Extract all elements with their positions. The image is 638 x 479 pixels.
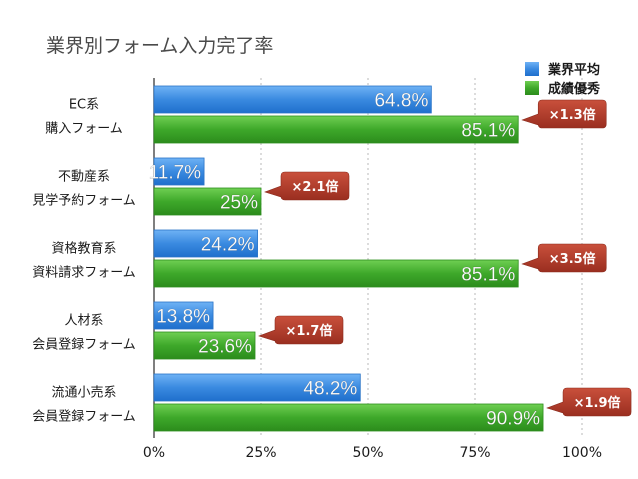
legend-label-average: 業界平均 xyxy=(547,62,600,78)
ratio-callout: ×2.1倍 xyxy=(264,171,350,201)
x-axis: 0% 25% 50% 75% 100% xyxy=(143,445,602,461)
value-label-average: 11.7% xyxy=(149,163,202,184)
x-tick-label: 0% xyxy=(143,445,165,461)
ratio-callout: ×1.7倍 xyxy=(258,315,344,345)
value-label-average: 64.8% xyxy=(374,91,428,112)
ratio-callout-text: ×2.1倍 xyxy=(292,179,339,195)
bar-average xyxy=(153,157,205,186)
ratio-callout-text: ×1.3倍 xyxy=(549,107,596,123)
category-label: 流通小売系会員登録フォーム xyxy=(32,385,136,425)
ratio-callout-bubble xyxy=(546,387,632,417)
legend-swatch-top xyxy=(525,81,539,95)
ratio-callout-text: ×1.9倍 xyxy=(574,395,621,411)
x-tick-label: 75% xyxy=(459,445,490,461)
x-tick-label: 25% xyxy=(245,445,276,461)
bar-average xyxy=(153,229,258,258)
ratio-callout-bubble xyxy=(258,315,344,345)
legend-swatch-average xyxy=(525,62,539,76)
bar-top xyxy=(153,115,519,144)
x-tick-label: 50% xyxy=(352,445,383,461)
bar-average xyxy=(153,301,214,330)
value-label-top: 25% xyxy=(220,193,258,214)
bar-top xyxy=(153,403,544,432)
bars: 64.8% 85.1% 11.7% 25% 24.2% 85.1% 13.8% 23.6% 48… xyxy=(148,85,544,432)
ratio-callout-text: ×1.7倍 xyxy=(286,323,333,339)
chart-title: 業界別フォーム入力完了率 xyxy=(46,35,273,57)
category-labels: EC系購入フォーム不動産系見学予約フォーム資格教育系資料請求フォーム人材系会員登… xyxy=(32,98,136,425)
bar-top xyxy=(153,331,256,360)
bar-top xyxy=(153,259,519,288)
category-label: 不動産系見学予約フォーム xyxy=(32,169,136,209)
bar-average xyxy=(153,85,432,114)
category-label: EC系購入フォーム xyxy=(45,98,123,137)
category-label: 人材系会員登録フォーム xyxy=(32,314,136,353)
ratio-callout: ×1.3倍 xyxy=(521,99,607,129)
ratio-callout-text: ×3.5倍 xyxy=(549,251,596,267)
value-label-top: 85.1% xyxy=(461,121,515,142)
ratio-callout: ×3.5倍 xyxy=(521,243,607,273)
value-label-average: 48.2% xyxy=(303,379,357,400)
ratio-callout-bubble xyxy=(264,171,350,201)
value-label-top: 90.9% xyxy=(486,409,540,430)
ratio-callout: ×1.9倍 xyxy=(546,387,632,417)
value-label-top: 23.6% xyxy=(198,337,252,358)
value-label-average: 13.8% xyxy=(156,307,210,328)
value-label-average: 24.2% xyxy=(201,235,255,256)
bar-top xyxy=(153,187,262,216)
bar-average xyxy=(153,373,361,402)
legend-label-top: 成績優秀 xyxy=(548,81,601,97)
x-tick-label: 100% xyxy=(562,445,602,461)
value-label-top: 85.1% xyxy=(461,265,515,286)
ratio-callouts: ×1.3倍 ×2.1倍 ×3.5倍 ×1.7倍 ×1.9倍 xyxy=(258,99,632,417)
category-label: 資格教育系資料請求フォーム xyxy=(32,241,136,281)
legend: 業界平均 成績優秀 xyxy=(525,62,601,97)
ratio-callout-bubble xyxy=(521,99,607,129)
ratio-callout-bubble xyxy=(521,243,607,273)
